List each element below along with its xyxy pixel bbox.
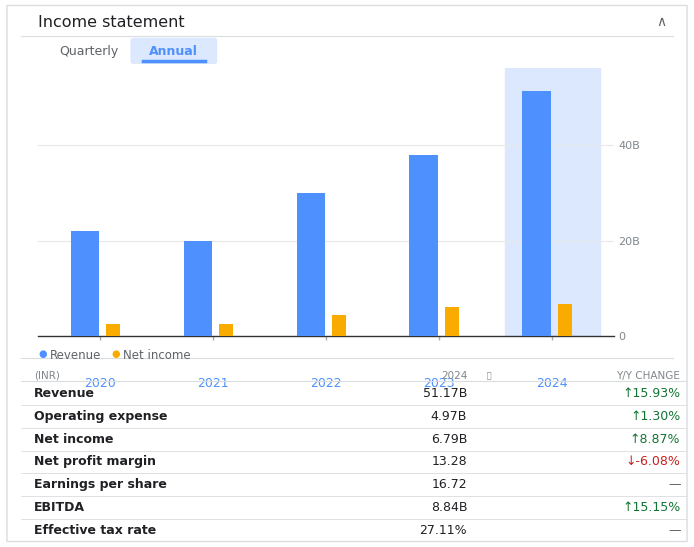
Bar [558,304,572,336]
Text: ↑8.87%: ↑8.87% [630,433,680,446]
Text: 6.79B: 6.79B [431,433,467,446]
Text: ↑15.15%: ↑15.15% [622,501,680,514]
Text: Revenue: Revenue [34,387,95,400]
Text: EBITDA: EBITDA [34,501,85,514]
Text: Income statement: Income statement [38,15,185,30]
Bar [332,315,346,336]
Bar [296,193,325,336]
Text: ∧: ∧ [656,15,666,30]
Text: Y/Y CHANGE: Y/Y CHANGE [616,371,680,381]
Bar [523,91,550,336]
Bar [505,68,600,336]
Bar [409,155,438,336]
Text: 2024: 2024 [536,377,568,390]
Text: ●: ● [111,349,119,359]
Bar [106,324,120,336]
Text: 2023: 2023 [423,377,455,390]
Text: Net profit margin: Net profit margin [34,456,156,468]
Text: 2024: 2024 [441,371,467,381]
Text: ↑15.93%: ↑15.93% [623,387,680,400]
Text: Annual: Annual [149,45,198,58]
Text: Quarterly: Quarterly [59,45,118,58]
Text: 2022: 2022 [310,377,342,390]
Text: 51.17B: 51.17B [423,387,467,400]
Text: Operating expense: Operating expense [34,410,168,423]
Text: ⓘ: ⓘ [484,371,491,380]
Text: Revenue: Revenue [50,349,101,362]
Text: 16.72: 16.72 [432,478,467,491]
Text: 13.28: 13.28 [432,456,467,468]
Text: Earnings per share: Earnings per share [34,478,167,491]
Text: (INR): (INR) [34,371,60,381]
Text: —: — [668,523,680,537]
Bar [219,324,232,336]
Text: ●: ● [38,349,46,359]
Text: Net income: Net income [34,433,114,446]
Text: 2021: 2021 [197,377,229,390]
Bar [184,241,212,336]
Text: Effective tax rate: Effective tax rate [34,523,156,537]
Bar [445,307,459,336]
Text: 2020: 2020 [85,377,116,390]
Text: 8.84B: 8.84B [431,501,467,514]
Text: —: — [668,478,680,491]
Text: ↓-6.08%: ↓-6.08% [625,456,680,468]
Text: 4.97B: 4.97B [431,410,467,423]
Text: Net income: Net income [123,349,190,362]
Bar [71,231,99,336]
Text: ↑1.30%: ↑1.30% [630,410,680,423]
Text: 27.11%: 27.11% [420,523,467,537]
